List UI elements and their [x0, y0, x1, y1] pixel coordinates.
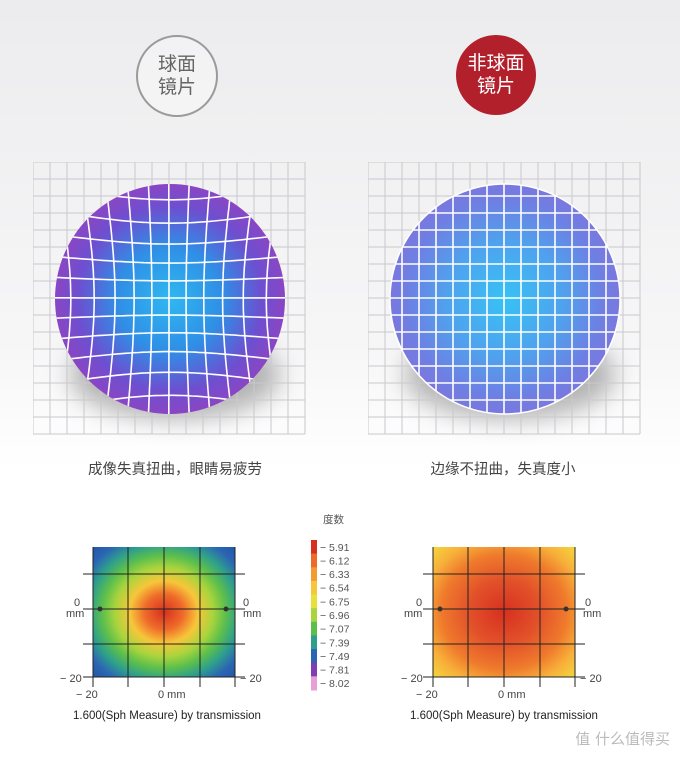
y-unit-label-right: mm	[583, 608, 601, 620]
spherical-lens-diagram	[33, 162, 307, 436]
legend-swatch	[311, 553, 317, 568]
legend-swatch	[311, 621, 317, 636]
legend-value: − 7.07	[320, 624, 350, 636]
y-min-label-left: − 20	[60, 673, 82, 685]
legend-value: − 7.39	[320, 637, 350, 649]
legend-value: − 7.81	[320, 665, 350, 677]
legend-swatch	[311, 649, 317, 664]
warped-grid-line	[55, 394, 285, 414]
x-mid-label: 0 mm	[158, 689, 186, 701]
spherical-map-caption: 1.600(Sph Measure) by transmission	[73, 710, 261, 722]
legend-swatch	[311, 567, 317, 582]
legend-value: − 8.02	[320, 678, 350, 690]
y-unit-label-right: mm	[243, 608, 261, 620]
spherical-caption: 成像失真扭曲，眼睛易疲劳	[88, 462, 262, 478]
legend-value: − 7.49	[320, 651, 350, 663]
aspherical-lens	[389, 183, 621, 415]
legend-swatch	[311, 594, 317, 609]
legend-value: − 6.12	[320, 555, 350, 567]
y-zero-label-right: 0	[243, 597, 249, 609]
y-zero-label-right: 0	[585, 597, 591, 609]
x-min-label: − 20	[76, 689, 98, 701]
y-min-label-left: − 20	[401, 673, 423, 685]
legend-swatch	[311, 608, 317, 623]
aspherical-lens-diagram	[368, 162, 641, 435]
legend-value: − 6.33	[320, 569, 350, 581]
y-zero-label-left: 0	[74, 597, 80, 609]
warped-grid-line	[33, 162, 44, 436]
legend-swatch	[311, 540, 317, 555]
legend-value: − 5.91	[320, 542, 350, 554]
aspherical-power-map: 0 mm 0 mm − 20 − 20 − 20 0 mm	[401, 547, 602, 701]
warped-grid-line	[33, 162, 307, 173]
spherical-lens-badge: 球面 镜片	[136, 35, 218, 117]
y-unit-label-left: mm	[66, 608, 84, 620]
x-mid-label: 0 mm	[498, 689, 526, 701]
warped-grid-line	[265, 184, 285, 414]
aspherical-map-caption: 1.600(Sph Measure) by transmission	[410, 710, 598, 722]
y-min-label-right: − 20	[580, 673, 602, 685]
watermark-text: 值 什么值得买	[575, 730, 670, 748]
aspherical-caption: 边缘不扭曲，失真度小	[430, 462, 576, 478]
warped-grid-line	[185, 184, 194, 414]
legend-title: 度数	[323, 513, 344, 526]
legend-value: − 6.96	[320, 610, 350, 622]
y-zero-label-left: 0	[416, 597, 422, 609]
legend-swatch	[311, 635, 317, 650]
warped-grid-line	[55, 314, 285, 323]
watermark: 值 什么值得买	[575, 728, 670, 749]
spherical-power-map: 0 mm 0 mm − 20 − 20 − 20 0 mm	[60, 547, 262, 701]
aspherical-lens-badge: 非球面 镜片	[456, 35, 536, 115]
legend-swatch	[311, 676, 317, 691]
legend-swatch	[311, 662, 317, 677]
legend-value: − 6.54	[320, 583, 350, 595]
legend-swatch	[311, 580, 317, 596]
power-legend: 度数 − 5.91− 6.12 − 6.33 − 6.54− 6.75 − 6.96 −…	[311, 513, 350, 691]
legend-value: − 6.75	[320, 596, 350, 608]
y-unit-label-left: mm	[404, 608, 422, 620]
spherical-lens	[55, 184, 285, 414]
x-min-label: − 20	[416, 689, 438, 701]
y-min-label-right: − 20	[240, 673, 262, 685]
